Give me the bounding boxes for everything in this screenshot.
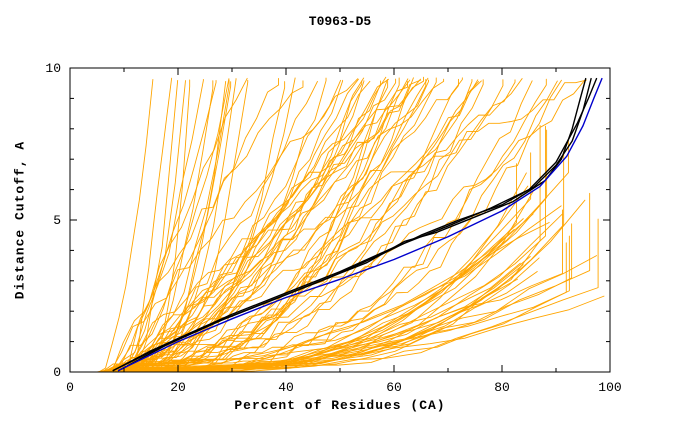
y-tick-label: 10 xyxy=(45,61,61,76)
reference-curve xyxy=(117,77,603,372)
ensemble-curve xyxy=(98,79,154,373)
ensemble-curve xyxy=(101,79,586,373)
y-tick-label: 0 xyxy=(53,365,61,380)
ensemble-curve xyxy=(123,213,563,373)
ensemble-curve xyxy=(119,78,389,373)
ensemble-curve xyxy=(102,79,473,373)
ensemble-curve xyxy=(133,80,214,373)
ensemble-curve xyxy=(99,77,365,373)
ensemble-curve xyxy=(101,77,429,373)
ensemble-curve xyxy=(99,192,591,373)
x-axis-label: Percent of Residues (CA) xyxy=(234,398,446,413)
chart-title: T0963-D5 xyxy=(308,14,372,29)
highlight-curve-model-2 xyxy=(117,77,592,372)
ensemble-curve xyxy=(104,80,382,373)
ensemble-curve xyxy=(107,78,397,373)
ensemble-curve xyxy=(132,79,191,373)
ensemble-curve xyxy=(107,78,230,373)
ensemble-curve xyxy=(134,78,279,373)
ensemble-curve xyxy=(126,77,248,373)
ensemble-curve xyxy=(126,172,527,373)
ensemble-curve xyxy=(138,78,445,373)
x-tick-label: 20 xyxy=(170,380,186,395)
ensemble-curve xyxy=(114,78,421,373)
ensemble-curve xyxy=(124,229,515,373)
x-tick-label: 40 xyxy=(278,380,294,395)
ensemble-curve xyxy=(107,79,411,373)
ensemble-curve xyxy=(115,79,179,373)
x-tick-label: 80 xyxy=(494,380,510,395)
x-tick-label: 0 xyxy=(66,380,74,395)
ensemble-curve xyxy=(106,78,459,373)
highlight-curve-model-3 xyxy=(112,77,598,372)
ensemble-curve xyxy=(111,78,204,373)
y-tick-label: 5 xyxy=(53,213,61,228)
ensemble-curve xyxy=(108,78,523,373)
y-axis-label: Distance Cutoff, A xyxy=(12,140,28,300)
ensemble-curve xyxy=(113,80,371,373)
ensemble-curve xyxy=(111,77,400,373)
ensemble-curve xyxy=(120,79,342,373)
x-tick-label: 100 xyxy=(598,380,621,395)
ensemble-curve xyxy=(117,81,408,373)
ensemble-curve xyxy=(100,262,521,373)
ensemble-curve xyxy=(120,77,437,373)
x-tick-label: 60 xyxy=(386,380,402,395)
ensemble-curve xyxy=(118,79,429,373)
ensemble-curve xyxy=(120,78,409,373)
ensemble-curve xyxy=(129,79,587,373)
ensemble-curve xyxy=(126,79,422,373)
ensemble-curve xyxy=(134,140,569,373)
ensemble-curve xyxy=(134,77,173,373)
ensemble-curve xyxy=(109,78,359,373)
